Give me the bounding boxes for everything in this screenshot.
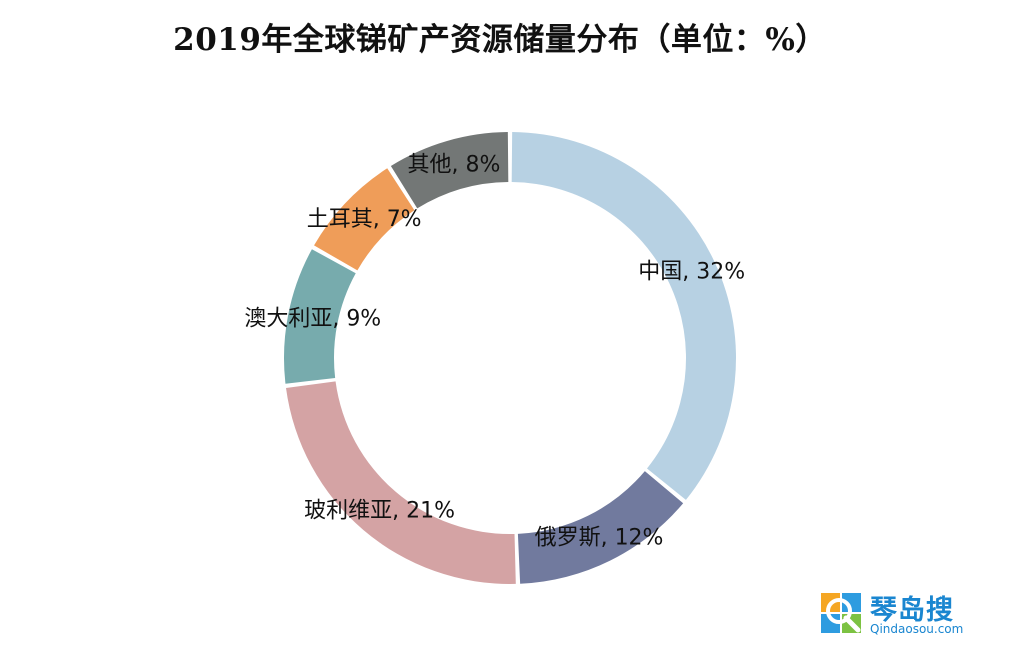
donut-slice-3 — [284, 249, 356, 384]
slice-data-label-5: 其他, 8% — [408, 152, 501, 177]
slice-data-label-4: 土耳其, 7% — [307, 207, 422, 232]
donut-slice-2 — [286, 381, 516, 584]
donut-slice-4 — [314, 168, 415, 271]
slice-data-label-3: 澳大利亚, 9% — [244, 307, 381, 332]
donut-slice-0 — [511, 132, 736, 500]
donut-slice-5 — [390, 132, 509, 209]
donut-slice-1 — [517, 471, 684, 584]
watermark: 琴岛搜 Qindaosou.com — [818, 588, 978, 640]
watermark-url: Qindaosou.com — [870, 622, 964, 636]
watermark-name: 琴岛搜 — [870, 595, 954, 626]
qindaosou-logo-icon — [821, 593, 861, 633]
slice-data-label-2: 玻利维亚, 21% — [304, 498, 455, 523]
chart-title: 2019年全球锑矿产资源储量分布（单位：%） — [173, 22, 827, 58]
slice-data-label-1: 俄罗斯, 12% — [535, 526, 664, 551]
slice-data-label-0: 中国, 32% — [638, 260, 745, 285]
